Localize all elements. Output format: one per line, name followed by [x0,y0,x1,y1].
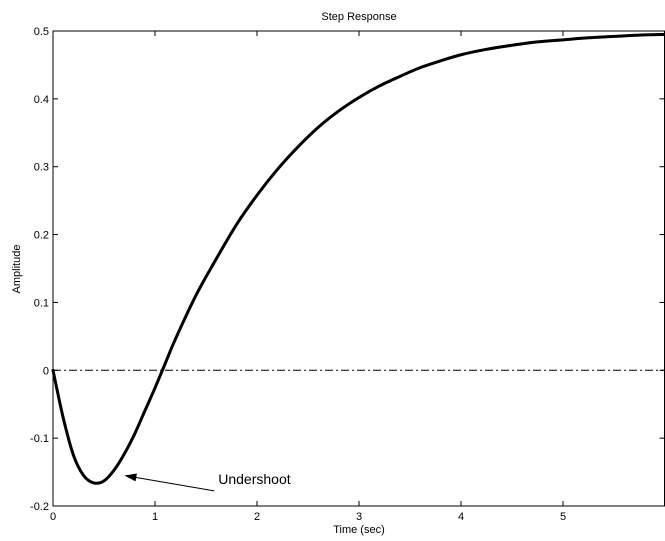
y-tick-label: -0.1 [30,433,49,445]
x-tick-label: 5 [560,511,566,523]
x-tick-label: 2 [254,511,260,523]
annotation-arrow-line [130,475,215,492]
y-tick-label: 0.1 [34,297,49,309]
annotation-arrowhead [124,473,137,482]
x-tick-label: 3 [356,511,362,523]
y-axis-label: Amplitude [11,245,23,294]
y-tick-label: 0.5 [34,26,49,38]
chart-title: Step Response [321,11,396,23]
y-tick-label: -0.2 [30,501,49,513]
y-tick-label: 0 [43,365,49,377]
axes-box [52,30,665,507]
y-tick-label: 0.3 [34,162,49,174]
x-tick-label: 0 [50,511,56,523]
x-tick-label: 4 [458,511,464,523]
x-tick-label: 1 [152,511,158,523]
y-tick-label: 0.4 [34,94,49,106]
step-response-line [51,32,665,485]
x-axis-label: Time (sec) [333,524,385,536]
y-tick-label: 0.2 [34,230,49,242]
annotation-label: Undershoot [218,471,290,487]
plot-area: -0.2 -0.1 0 0.1 0.2 0.3 0.4 0.5 0 1 2 3 4 5 Undershoot [30,26,665,523]
